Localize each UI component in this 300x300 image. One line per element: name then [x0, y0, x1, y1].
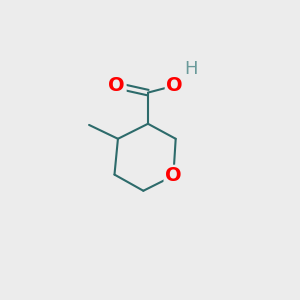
- Text: O: O: [166, 76, 183, 95]
- Text: H: H: [184, 61, 197, 79]
- Text: O: O: [165, 166, 182, 185]
- Text: O: O: [109, 76, 125, 95]
